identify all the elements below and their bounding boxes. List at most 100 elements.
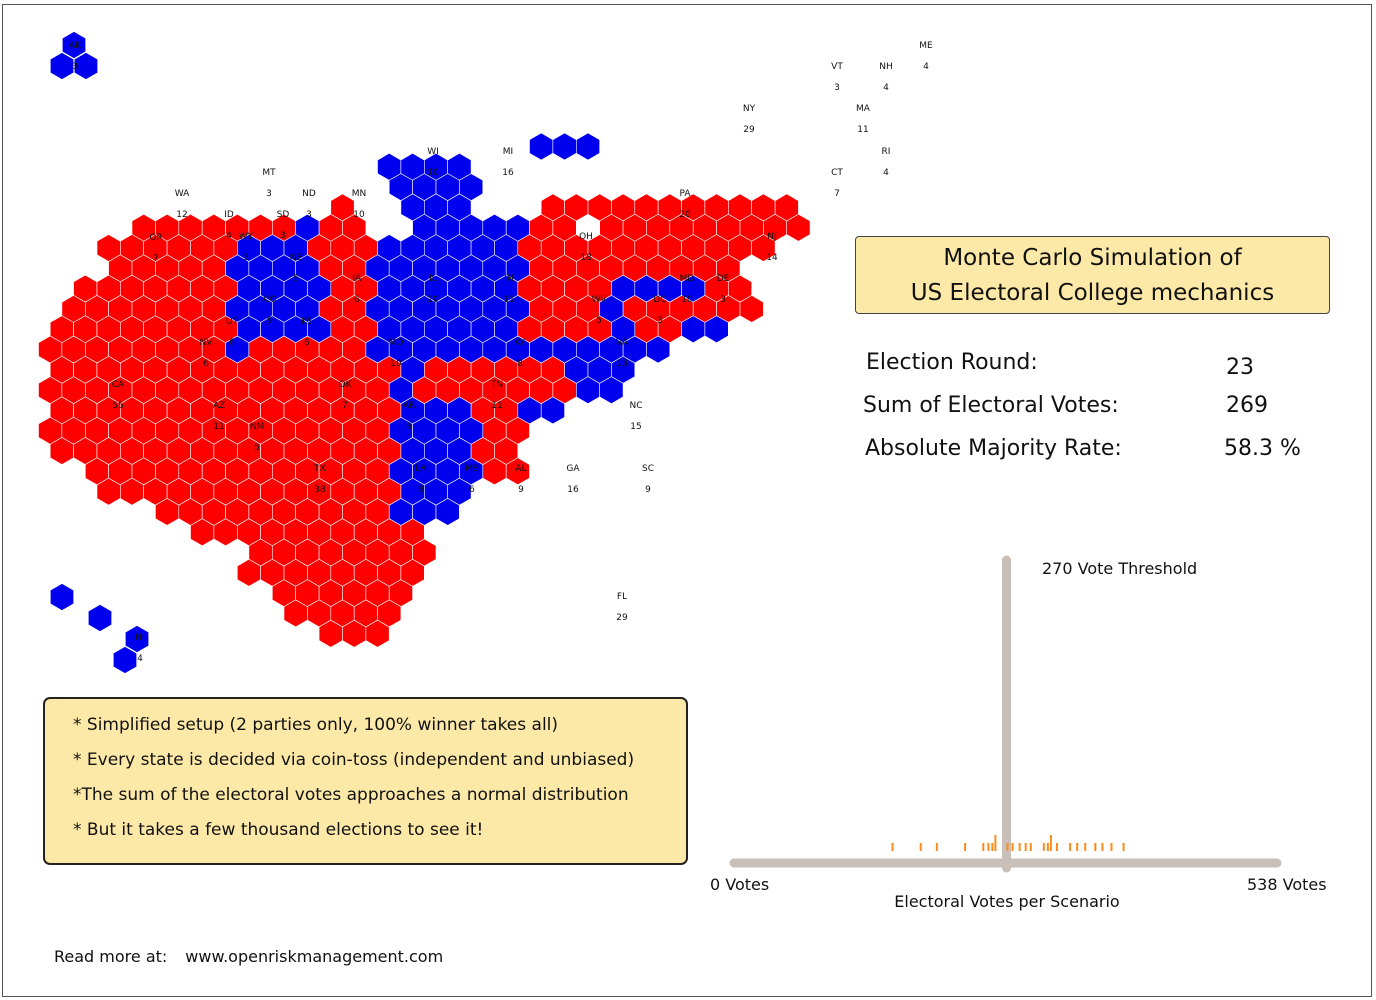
state-abbr-tn: TN: [490, 380, 503, 390]
state-abbr-vt: VT: [831, 62, 843, 72]
state-abbr-ga: GA: [566, 464, 580, 474]
state-votes-nj: 14: [766, 253, 778, 263]
state-votes-fl: 29: [616, 613, 628, 623]
state-abbr-ny: NY: [743, 104, 756, 114]
state-abbr-ak: AK: [69, 41, 82, 51]
state-abbr-wy: WY: [239, 232, 254, 242]
state-votes-pa: 20: [679, 210, 691, 220]
threshold-label: 270 Vote Threshold: [1042, 559, 1197, 578]
state-abbr-ne: NE: [290, 253, 303, 263]
state-abbr-nd: ND: [302, 189, 316, 199]
footer-link[interactable]: www.openriskmanagement.com: [185, 947, 444, 966]
state-hex-cell: [599, 376, 624, 404]
state-votes-la: 8: [418, 485, 424, 495]
state-votes-nc: 15: [630, 422, 641, 432]
state-votes-ny: 29: [743, 125, 755, 135]
state-hex-cell: [505, 457, 530, 486]
state-abbr-nj: NJ: [767, 232, 776, 242]
state-abbr-ok: OK: [339, 380, 353, 390]
state-votes-ia: 6: [354, 295, 360, 305]
state-votes-vt: 3: [834, 83, 840, 93]
state-votes-tx: 38: [314, 485, 326, 495]
state-abbr-ks: KS: [301, 317, 313, 327]
state-abbr-az: AZ: [213, 401, 225, 411]
state-votes-va: 13: [616, 359, 627, 369]
state-votes-de: 3: [720, 295, 726, 305]
note-line: * Simplified setup (2 parties only, 100%…: [73, 715, 559, 735]
state-votes-md: 10: [681, 295, 693, 305]
state-abbr-al: AL: [515, 464, 526, 474]
state-hex-cell: [529, 132, 554, 161]
state-abbr-de: DE: [717, 274, 730, 284]
state-abbr-ky: KY: [514, 338, 526, 348]
state-abbr-wa: WA: [175, 189, 190, 199]
state-votes-mt: 3: [266, 189, 272, 199]
state-votes-ky: 8: [517, 359, 523, 369]
state-votes-al: 9: [518, 485, 524, 495]
state-abbr-va: VA: [616, 338, 629, 348]
state-votes-tn: 11: [491, 401, 502, 411]
state-votes-ut: 6: [229, 338, 235, 348]
state-abbr-nh: NH: [879, 62, 893, 72]
stat-value-sum: 269: [1226, 393, 1268, 418]
state-votes-wy: 3: [243, 253, 249, 263]
note-line: *The sum of the electoral votes approach…: [73, 785, 629, 805]
stat-value-majority: 58.3 %: [1224, 436, 1301, 461]
state-hex-cell: [435, 498, 460, 526]
state-abbr-ri: RI: [882, 147, 891, 157]
state-votes-sd: 3: [280, 231, 286, 241]
state-votes-co: 9: [267, 316, 273, 326]
state-votes-ak: 3: [72, 62, 78, 72]
footer: Read more at: www.openriskmanagement.com: [54, 947, 443, 966]
title-line-1: Monte Carlo Simulation of: [943, 245, 1242, 271]
state-abbr-oh: OH: [579, 232, 593, 242]
state-abbr-ar: AR: [403, 401, 415, 411]
state-abbr-pa: PA: [679, 189, 691, 199]
state-votes-me: 4: [923, 62, 929, 72]
state-abbr-hi: HI: [135, 633, 144, 643]
state-hex-cell: [575, 132, 601, 161]
state-hex-cell: [751, 234, 776, 262]
state-abbr-mo: MO: [389, 338, 404, 348]
footer-label: Read more at:: [54, 947, 168, 966]
sample-ticks: [891, 835, 1125, 851]
state-hex-cell: [786, 213, 811, 242]
state-abbr-dc: DC: [653, 295, 666, 305]
state-votes-in: 11: [503, 295, 514, 305]
note-line: * But it takes a few thousand elections …: [73, 820, 484, 840]
stat-label-majority: Absolute Majority Rate:: [865, 436, 1122, 461]
state-hex-cell: [74, 52, 98, 80]
state-votes-ca: 55: [112, 401, 123, 411]
state-abbr-co: CO: [263, 295, 276, 305]
state-abbr-wi: WI: [427, 147, 439, 157]
state-abbr-in: IN: [504, 274, 513, 284]
state-abbr-ms: MS: [465, 464, 479, 474]
state-votes-wi: 10: [427, 168, 439, 178]
title-panel: Monte Carlo Simulation of US Electoral C…: [855, 236, 1330, 314]
state-votes-ma: 11: [857, 125, 868, 135]
state-votes-az: 11: [213, 422, 224, 432]
state-votes-ri: 4: [883, 168, 889, 178]
state-votes-mn: 10: [353, 210, 365, 220]
vote-histogram: 270 Vote Threshold 0 Votes 538 Votes Ele…: [710, 555, 1327, 911]
state-abbr-fl: FL: [617, 592, 627, 602]
state-hex-cell: [739, 295, 764, 323]
state-votes-dc: 3: [657, 316, 663, 326]
state-abbr-mt: MT: [262, 168, 276, 178]
state-abbr-ca: CA: [112, 380, 125, 390]
x-min-label: 0 Votes: [710, 875, 769, 894]
state-votes-id: 4: [226, 231, 232, 241]
state-abbr-sc: SC: [642, 464, 654, 474]
state-abbr-nc: NC: [629, 401, 642, 411]
state-hex-cell: [125, 625, 149, 653]
state-votes-nd: 3: [306, 210, 312, 220]
x-max-label: 538 Votes: [1247, 875, 1327, 894]
state-abbr-wv: WV: [591, 295, 607, 305]
state-hex-cell: [540, 396, 565, 425]
state-votes-oh: 18: [580, 253, 592, 263]
state-votes-wv: 5: [596, 316, 602, 326]
state-votes-sc: 9: [645, 485, 651, 495]
state-hex-cell: [49, 52, 74, 80]
state-abbr-id: ID: [224, 210, 234, 220]
